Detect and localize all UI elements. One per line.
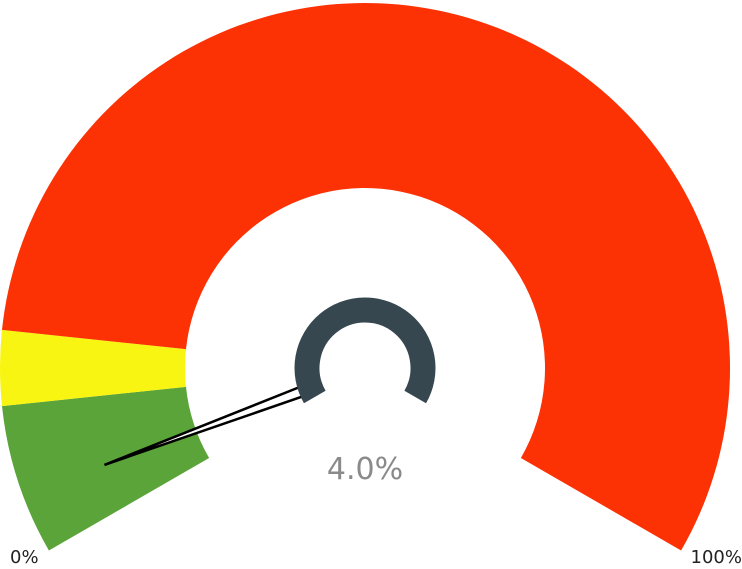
gauge-hub (294, 297, 436, 404)
gauge-min-label: 0% (10, 547, 39, 568)
gauge-band-3 (1, 2, 730, 551)
gauge-value-label: 4.0% (327, 452, 403, 487)
gauge-band-2 (0, 329, 186, 407)
gauge-max-label: 100% (691, 547, 742, 568)
gauge-band-1 (1, 386, 210, 551)
gauge-bands (0, 2, 730, 551)
